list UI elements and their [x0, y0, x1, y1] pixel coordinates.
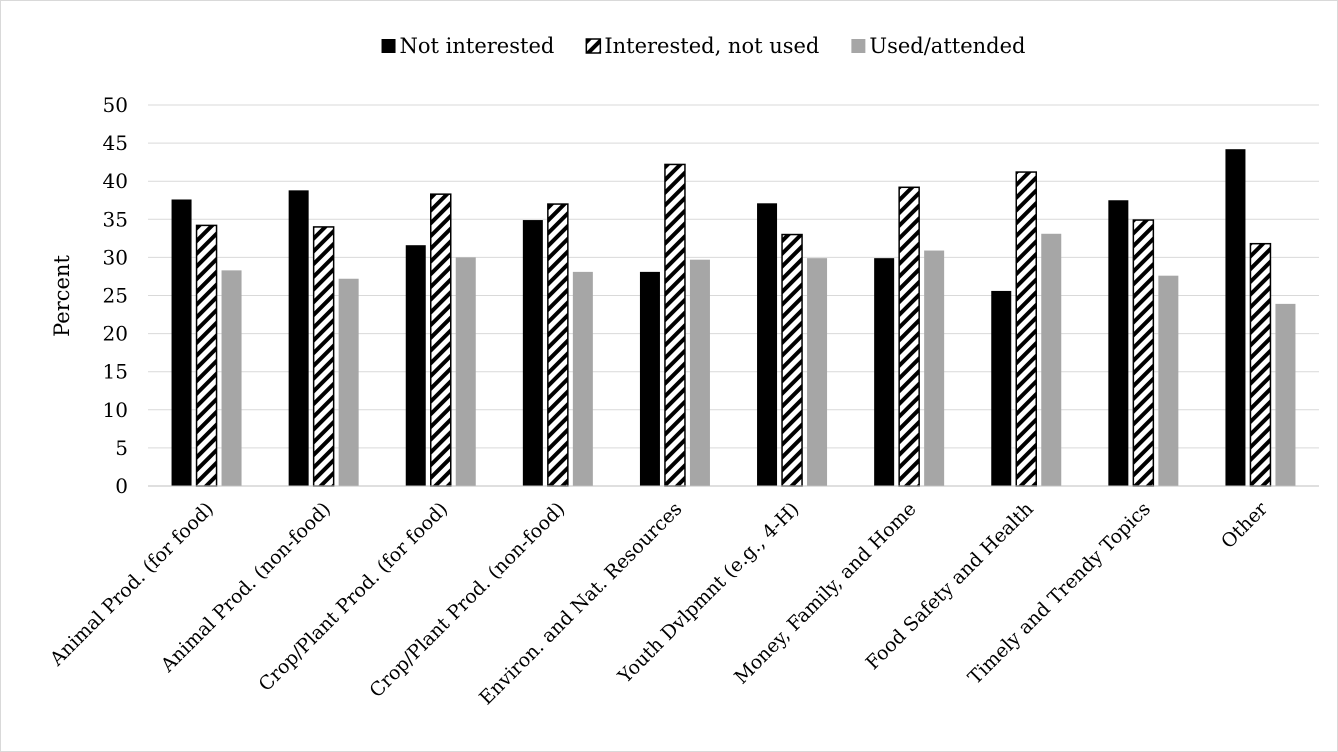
- legend-item: Used/attended: [851, 34, 1025, 58]
- bar-interested-not-used: [1249, 242, 1272, 487]
- legend-swatch: [851, 39, 866, 53]
- y-tick-label: 20: [103, 322, 128, 346]
- y-tick-label: 0: [115, 474, 128, 498]
- legend-item: Not interested: [381, 34, 555, 58]
- bar-interested-not-used: [781, 233, 803, 487]
- bar-interested-not-used: [547, 203, 569, 487]
- bar-used-attended: [455, 257, 476, 486]
- bar-interested-not-used: [898, 186, 920, 487]
- bar-used-attended: [807, 258, 828, 486]
- x-tick-label: Other: [1217, 497, 1273, 553]
- bar-interested-not-used: [312, 226, 335, 487]
- x-tick-label: Crop/Plant Prod. (for food): [254, 498, 452, 696]
- bar-used-attended: [1275, 303, 1296, 486]
- bar-used-attended: [1041, 233, 1062, 486]
- bar-not-interested: [757, 203, 778, 486]
- bar-used-attended: [924, 250, 945, 486]
- legend-label: Used/attended: [869, 34, 1025, 58]
- bar-interested-not-used: [1132, 219, 1155, 487]
- y-tick-label: 40: [103, 169, 128, 193]
- bar-not-interested: [639, 271, 660, 486]
- bar-not-interested: [1225, 149, 1246, 487]
- bar-interested-not-used: [1015, 171, 1037, 487]
- bars: [171, 149, 1296, 487]
- legend: Not interested Interested, not used Used/a…: [381, 34, 1025, 58]
- bar-interested-not-used: [195, 224, 218, 487]
- bar-not-interested: [874, 258, 895, 486]
- y-axis: 0 5 10 15 20 25 30 35 40 45 50: [103, 93, 128, 498]
- legend-label: Interested, not used: [604, 34, 819, 58]
- bar-not-interested: [405, 245, 426, 486]
- x-tick-label: Environ. and Nat. Resources: [475, 498, 686, 709]
- bar-used-attended: [338, 278, 359, 486]
- bar-not-interested: [522, 220, 543, 486]
- bar-used-attended: [689, 259, 710, 486]
- bar-interested-not-used: [430, 193, 452, 487]
- bar-interested-not-used: [664, 163, 686, 487]
- x-axis: Animal Prod. (for food)Animal Prod. (non…: [45, 485, 1319, 709]
- legend-swatch: [381, 39, 396, 53]
- y-tick-label: 10: [103, 398, 128, 422]
- bar-not-interested: [991, 290, 1012, 486]
- y-axis-title: Percent: [50, 255, 74, 337]
- bar-not-interested: [171, 199, 192, 486]
- y-tick-label: 50: [103, 93, 128, 117]
- bar-not-interested: [1108, 200, 1129, 486]
- y-tick-label: 5: [115, 436, 128, 460]
- bar-used-attended: [221, 270, 242, 486]
- y-tick-label: 30: [103, 245, 128, 269]
- bar-used-attended: [1158, 275, 1179, 486]
- bar-used-attended: [572, 271, 593, 486]
- legend-item: Interested, not used: [585, 34, 819, 58]
- y-tick-label: 45: [103, 131, 128, 155]
- legend-swatch: [585, 38, 602, 54]
- y-tick-label: 35: [103, 207, 128, 231]
- bar-not-interested: [288, 190, 309, 486]
- y-tick-label: 25: [103, 284, 128, 308]
- y-tick-label: 15: [103, 360, 128, 384]
- legend-label: Not interested: [400, 34, 555, 58]
- x-tick-label: Crop/Plant Prod. (non-food): [365, 498, 569, 702]
